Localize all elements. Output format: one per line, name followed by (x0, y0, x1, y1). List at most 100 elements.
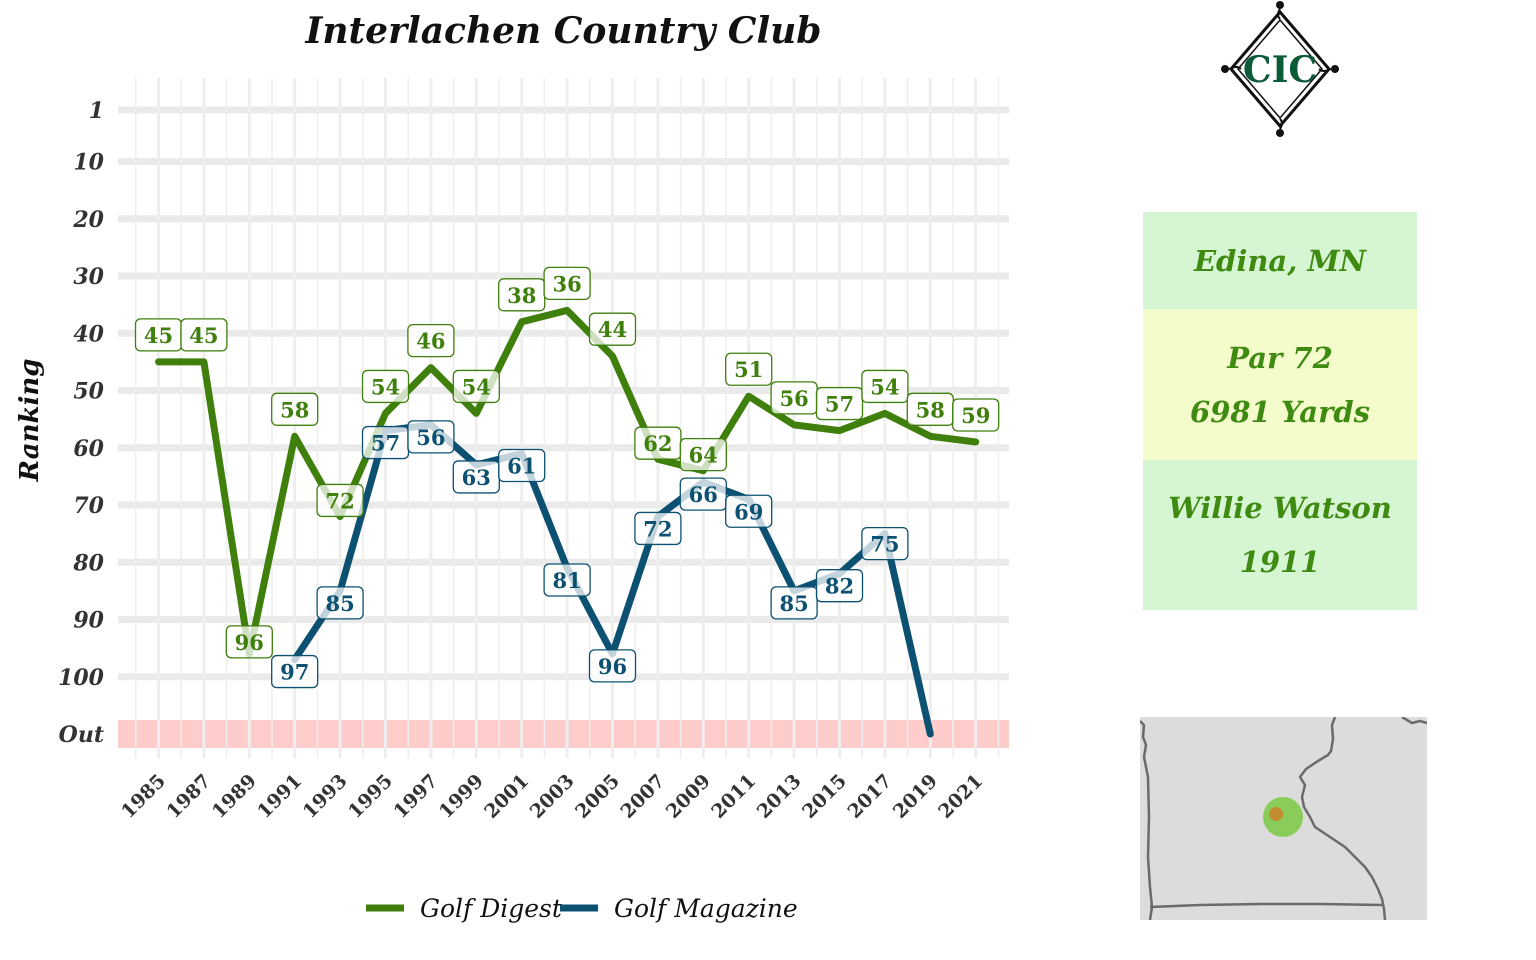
y-tick-label: Out (59, 722, 104, 748)
data-label-text: 85 (779, 591, 808, 616)
chart-title: Interlachen Country Club (305, 10, 822, 52)
x-tick-label: 2015 (798, 770, 851, 823)
data-label: 59 (952, 398, 1000, 432)
data-label: 72 (634, 511, 682, 546)
data-label: 54 (361, 369, 410, 404)
data-label-text: 36 (552, 271, 581, 296)
data-label: 66 (679, 477, 727, 511)
y-tick-label: 10 (73, 150, 104, 176)
data-label: 58 (906, 392, 954, 426)
x-tick-label: 2001 (480, 770, 533, 823)
course-location-dot (1269, 807, 1283, 821)
logo-diamond (1229, 9, 1331, 129)
data-label-box (815, 569, 864, 603)
x-tick-label: 1997 (389, 770, 442, 823)
data-label-text: 64 (689, 443, 718, 468)
architect-text: Willie Watson (1168, 491, 1392, 525)
y-tick-label: 40 (73, 321, 104, 347)
data-label-box (952, 398, 1000, 432)
data-label-box (407, 323, 455, 358)
architect-panel: Willie Watson 1911 (1143, 460, 1417, 610)
data-label-box (861, 526, 909, 561)
data-label: 36 (543, 266, 591, 301)
data-label: 85 (770, 586, 818, 620)
x-tick-label: 2019 (889, 770, 942, 823)
data-label-box (725, 494, 773, 528)
data-label-box (225, 625, 273, 659)
x-tick-label: 2007 (616, 770, 669, 823)
data-label-box (316, 586, 364, 620)
logo-monogram: CIC (1243, 49, 1317, 91)
y-tick-label: 50 (73, 379, 104, 405)
data-label-text: 54 (870, 374, 899, 399)
data-label: 61 (498, 448, 546, 483)
data-label-text: 62 (643, 431, 672, 456)
data-label-box (815, 386, 864, 421)
data-label-text: 72 (325, 488, 354, 513)
data-label: 45 (180, 318, 228, 352)
data-label-text: 57 (825, 392, 854, 417)
data-label: 82 (815, 569, 864, 603)
ranking-chart: 1102030405060708090100Out198519871989199… (15, 78, 1009, 923)
data-label-box (180, 318, 228, 352)
data-label: 54 (861, 369, 909, 404)
x-tick-label: 2005 (571, 770, 624, 823)
x-tick-label: 1993 (299, 770, 352, 823)
x-tick-label: 2021 (934, 770, 987, 823)
data-label-text: 61 (507, 453, 536, 478)
legend-label: Golf Magazine (614, 894, 798, 923)
y-axis-title: Ranking (15, 359, 45, 483)
x-tick-label: 1995 (344, 770, 397, 823)
data-label: 57 (815, 386, 864, 421)
x-tick-label: 2013 (753, 770, 806, 823)
data-label-text: 63 (462, 465, 491, 490)
legend: Golf Digest Golf Magazine (366, 894, 798, 923)
data-label: 72 (316, 483, 364, 518)
data-label: 63 (452, 460, 500, 494)
data-label: 75 (861, 526, 909, 561)
x-tick-label: 1987 (162, 770, 215, 823)
data-label: 81 (543, 563, 591, 597)
course-info-card: Edina, MN Par 72 6981 Yards Willie Watso… (1143, 212, 1417, 610)
data-label: 56 (407, 420, 455, 454)
data-label-box (770, 586, 818, 620)
data-label: 45 (134, 318, 183, 352)
course-location-halo (1263, 797, 1303, 837)
data-label-box (861, 369, 909, 404)
data-label: 96 (588, 649, 637, 683)
data-label-box (407, 420, 455, 454)
data-label-text: 45 (144, 323, 173, 348)
x-tick-label: 2009 (662, 770, 715, 823)
data-label-box (316, 483, 364, 518)
x-tick-label: 1985 (117, 770, 170, 823)
data-label: 97 (271, 654, 319, 689)
data-label-text: 81 (552, 568, 581, 593)
data-label-box (361, 369, 410, 404)
out-band (118, 720, 1009, 748)
data-label-text: 97 (280, 660, 309, 685)
data-label-box (452, 369, 500, 404)
data-label-box (679, 438, 727, 472)
data-label-text: 96 (598, 654, 627, 679)
data-label-text: 96 (235, 630, 264, 655)
data-label-box (271, 654, 319, 689)
data-label: 85 (316, 586, 364, 620)
year-built-text: 1911 (1239, 545, 1321, 579)
data-label-box (498, 448, 546, 483)
x-tick-label: 2003 (526, 770, 579, 823)
par-text: Par 72 (1227, 340, 1333, 375)
data-label-text: 54 (371, 374, 400, 399)
data-label-box (543, 563, 591, 597)
data-label-text: 75 (870, 532, 899, 557)
data-label-text: 85 (325, 591, 354, 616)
y-tick-label: 1 (89, 98, 104, 124)
data-label: 69 (725, 494, 773, 528)
data-label-box (725, 352, 773, 386)
data-label-text: 44 (598, 317, 627, 342)
x-tick-label: 1991 (253, 770, 306, 823)
data-label: 54 (452, 369, 500, 404)
data-label-box (271, 392, 319, 426)
data-label: 64 (679, 438, 727, 472)
y-tick-label: 90 (73, 608, 104, 634)
data-label-text: 54 (462, 374, 491, 399)
